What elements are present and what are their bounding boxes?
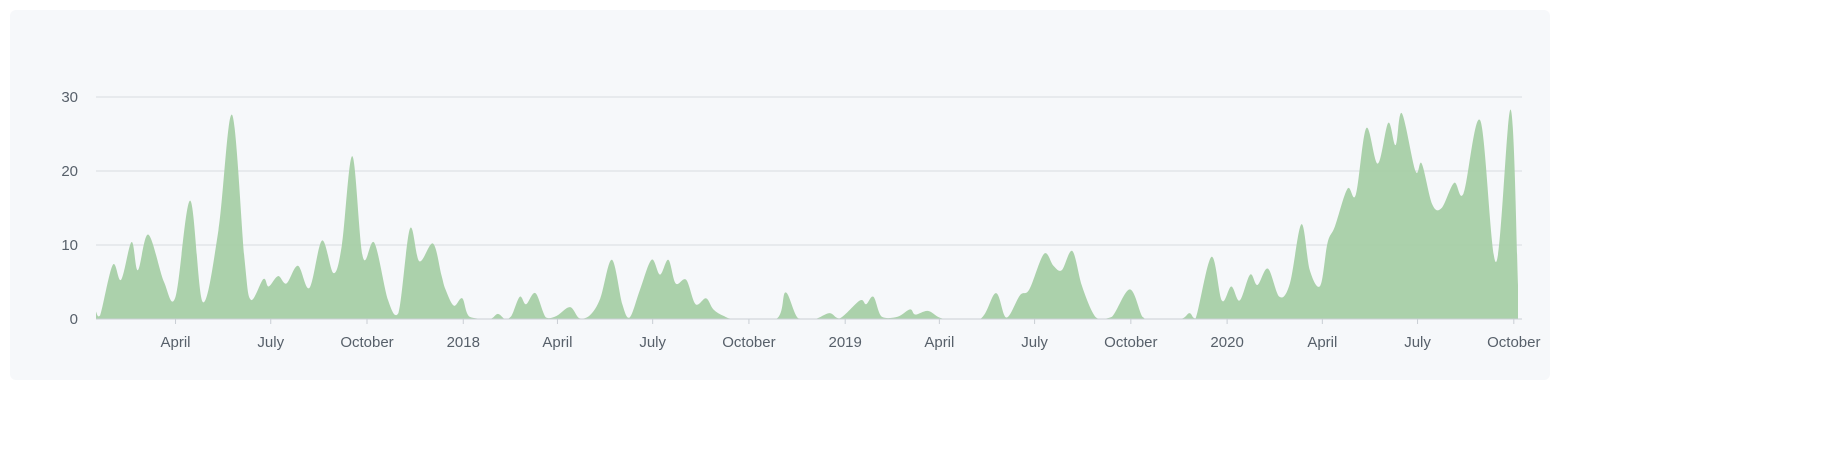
y-tick-label: 20 [61,163,78,180]
x-tick-label: October [1487,334,1540,351]
area-series [96,109,1518,319]
x-tick-label: July [639,334,666,351]
x-tick-label: April [542,334,572,351]
y-axis: 0 10 20 30 [61,89,78,328]
x-tick-label: July [1021,334,1048,351]
x-tick-label: October [340,334,393,351]
x-tick-label: April [924,334,954,351]
y-tick-label: 30 [61,89,78,106]
y-tick-label: 0 [70,311,78,328]
x-tick-label: April [1307,334,1337,351]
y-tick-label: 10 [61,237,78,254]
x-tick-label: July [1404,334,1431,351]
x-tick-label: 2018 [447,334,480,351]
x-tick-label: April [161,334,191,351]
x-tick-label: 2019 [829,334,862,351]
grid-lines [96,96,1522,246]
x-tick-label: 2020 [1210,334,1243,351]
x-axis: April July October 2018 April July October 2019… [161,319,1540,351]
x-tick-label: July [257,334,284,351]
x-tick-label: October [1104,334,1157,351]
x-tick-label: October [722,334,775,351]
